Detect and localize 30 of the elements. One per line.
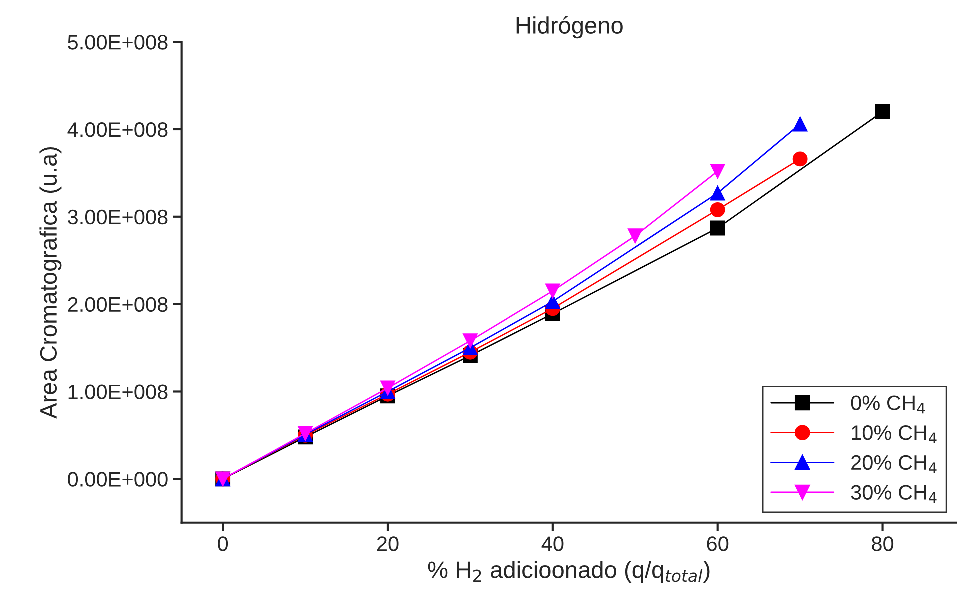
y-tick-label: 5.00E+008 — [68, 35, 168, 50]
point — [462, 334, 478, 349]
x-tick-label: 20 — [377, 536, 399, 552]
point — [792, 152, 808, 167]
x-axis-title: % H$_{2}$ adicioonado (q/q$_{total}$) — [428, 561, 710, 584]
legend-label: 20% CH$_{4}$ — [852, 455, 937, 474]
point — [545, 284, 560, 299]
point — [380, 380, 396, 396]
point — [710, 202, 726, 218]
x-tick-label: 80 — [872, 536, 894, 552]
legend-label: 0% CH$_{4}$ — [851, 396, 926, 414]
legend-label: 10% CH$_{4}$ — [852, 426, 937, 444]
y-tick-label: 3.00E+008 — [68, 210, 168, 225]
chart-title: Hidrógeno — [516, 16, 623, 39]
x-tick-label: 0 — [218, 536, 228, 552]
point — [792, 116, 808, 132]
point — [710, 164, 726, 179]
point — [710, 186, 726, 201]
y-tick-label: 1.00E+008 — [68, 384, 168, 400]
y-tick-label: 4.00E+008 — [68, 122, 168, 138]
point — [875, 104, 890, 120]
legend-label: 30% CH$_{4}$ — [851, 485, 937, 504]
x-tick-label: 40 — [542, 536, 564, 552]
y-axis-title: Area Cromatografica (u.a) — [40, 147, 62, 419]
point — [628, 228, 643, 244]
y-tick-label: 0.00E+000 — [68, 472, 168, 487]
y-tick-label: 2.00E+008 — [68, 297, 168, 312]
point — [545, 294, 560, 310]
point — [710, 220, 726, 236]
x-tick-label: 60 — [707, 536, 729, 552]
